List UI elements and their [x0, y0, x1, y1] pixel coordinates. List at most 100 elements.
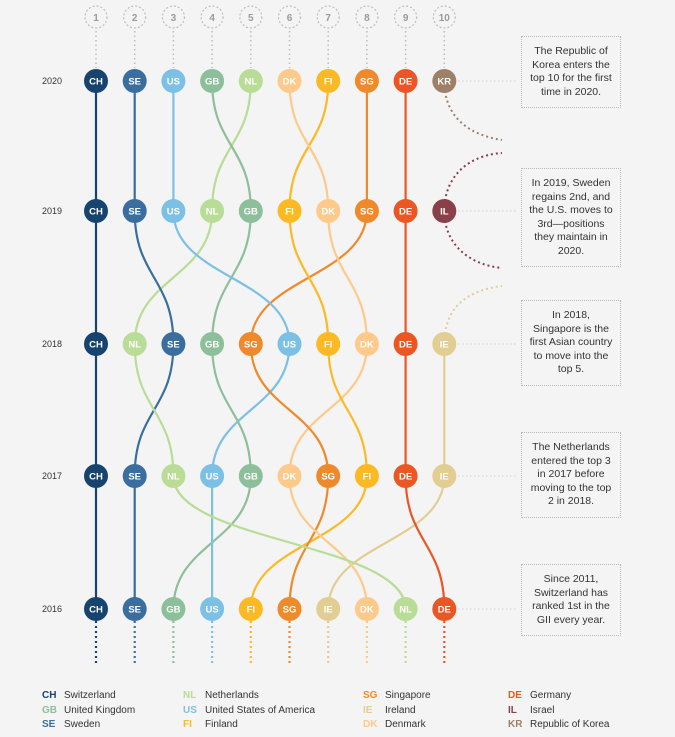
node-circle	[122, 464, 147, 488]
node-circle	[354, 69, 379, 93]
node-se-2016: SE	[122, 597, 147, 621]
rank-header-circle	[239, 5, 263, 29]
node-nl-2016: NL	[393, 597, 418, 621]
legend-code: GB	[42, 704, 57, 716]
node-label: DK	[283, 77, 297, 88]
node-gb-2016: GB	[161, 597, 186, 621]
line-nl	[133, 210, 214, 345]
node-ch-2017: CH	[84, 464, 108, 488]
node-label: IE	[440, 340, 449, 351]
rank-header-label: 6	[287, 13, 293, 24]
node-nl-2017: NL	[161, 464, 186, 488]
node-il-2019: IL	[432, 199, 457, 223]
node-dk-2018: DK	[354, 332, 379, 356]
node-circle	[354, 199, 379, 223]
line-nl	[172, 475, 407, 610]
note-2017: The Netherlands entered the top 3 in 201…	[521, 432, 621, 518]
node-circle	[238, 199, 263, 223]
node-circle	[354, 597, 379, 621]
node-fi-2018: FI	[316, 332, 341, 356]
node-circle	[432, 199, 457, 223]
node-ch-2020: CH	[84, 69, 108, 93]
node-circle	[238, 464, 263, 488]
node-label: NL	[167, 472, 180, 483]
legend-item-kr: KR Republic of Korea	[508, 719, 610, 730]
legend-label: Israel	[530, 704, 555, 716]
node-gb-2018: GB	[200, 332, 225, 356]
node-label: US	[167, 77, 180, 88]
kr-entry-curve	[443, 80, 503, 141]
node-label: GB	[244, 472, 258, 483]
node-circle	[277, 597, 302, 621]
node-label: FI	[324, 340, 332, 351]
node-circle	[316, 464, 341, 488]
node-label: US	[283, 340, 296, 351]
node-fi-2017: FI	[354, 464, 379, 488]
node-circle	[238, 597, 263, 621]
legend-label: Denmark	[385, 719, 426, 730]
legend-label: Netherlands	[205, 690, 259, 701]
legend-code: IE	[363, 704, 373, 716]
line-us	[172, 210, 291, 345]
line-sg	[249, 343, 330, 477]
node-ie-2017: IE	[432, 464, 457, 488]
legend-label: Singapore	[385, 690, 431, 701]
node-gb-2017: GB	[238, 464, 263, 488]
node-label: NL	[206, 207, 219, 218]
node-us-2019: US	[161, 199, 186, 223]
legend-label: Germany	[530, 690, 572, 701]
node-circle	[84, 464, 108, 488]
node-sg-2018: SG	[238, 332, 263, 356]
node-us-2020: US	[161, 69, 186, 93]
node-label: FI	[363, 472, 371, 483]
node-label: FI	[247, 605, 255, 616]
line-fi	[327, 343, 368, 477]
rank-header-label: 9	[403, 13, 409, 24]
node-label: SE	[128, 472, 141, 483]
node-circle	[277, 464, 302, 488]
node-label: CH	[89, 77, 103, 88]
node-circle	[200, 464, 225, 488]
rank-header-label: 2	[132, 13, 138, 24]
legend-code: DK	[363, 719, 378, 730]
node-label: KR	[437, 77, 451, 88]
node-ch-2018: CH	[84, 332, 108, 356]
node-label: NL	[128, 340, 141, 351]
node-circle	[393, 332, 418, 356]
node-de-2018: DE	[393, 332, 418, 356]
node-nl-2019: NL	[200, 199, 225, 223]
node-fi-2016: FI	[238, 597, 263, 621]
node-circle	[316, 597, 341, 621]
node-label: DK	[360, 605, 374, 616]
legend-label: Ireland	[385, 704, 416, 716]
line-gb	[211, 343, 252, 477]
rank-header-label: 8	[364, 13, 370, 24]
node-fi-2019: FI	[277, 199, 302, 223]
node-se-2019: SE	[122, 199, 147, 223]
node-label: GB	[166, 605, 180, 616]
node-circle	[200, 597, 225, 621]
node-kr-2020: KR	[432, 69, 457, 93]
line-sg	[288, 475, 330, 610]
il-exit-curve	[443, 210, 503, 269]
node-label: IE	[324, 605, 333, 616]
node-sg-2019: SG	[354, 199, 379, 223]
legend-item-il: IL Israel	[508, 705, 554, 716]
note-2019: In 2019, Sweden regains 2nd, and the U.S…	[521, 168, 621, 267]
line-dk	[288, 475, 368, 610]
node-circle	[161, 69, 186, 93]
node-label: DK	[360, 340, 374, 351]
node-circle	[238, 69, 263, 93]
node-se-2020: SE	[122, 69, 147, 93]
node-label: CH	[89, 605, 103, 616]
node-label: DE	[399, 340, 412, 351]
legend-item-sg: SG Singapore	[363, 690, 431, 701]
legend-code: NL	[183, 690, 197, 701]
legend-code: IL	[508, 704, 517, 716]
legend-code: FI	[183, 719, 192, 730]
node-nl-2020: NL	[238, 69, 263, 93]
node-label: DK	[283, 472, 297, 483]
node-circle	[393, 597, 418, 621]
rank-header-label: 1	[93, 13, 99, 24]
rank-header-circle	[123, 5, 147, 29]
